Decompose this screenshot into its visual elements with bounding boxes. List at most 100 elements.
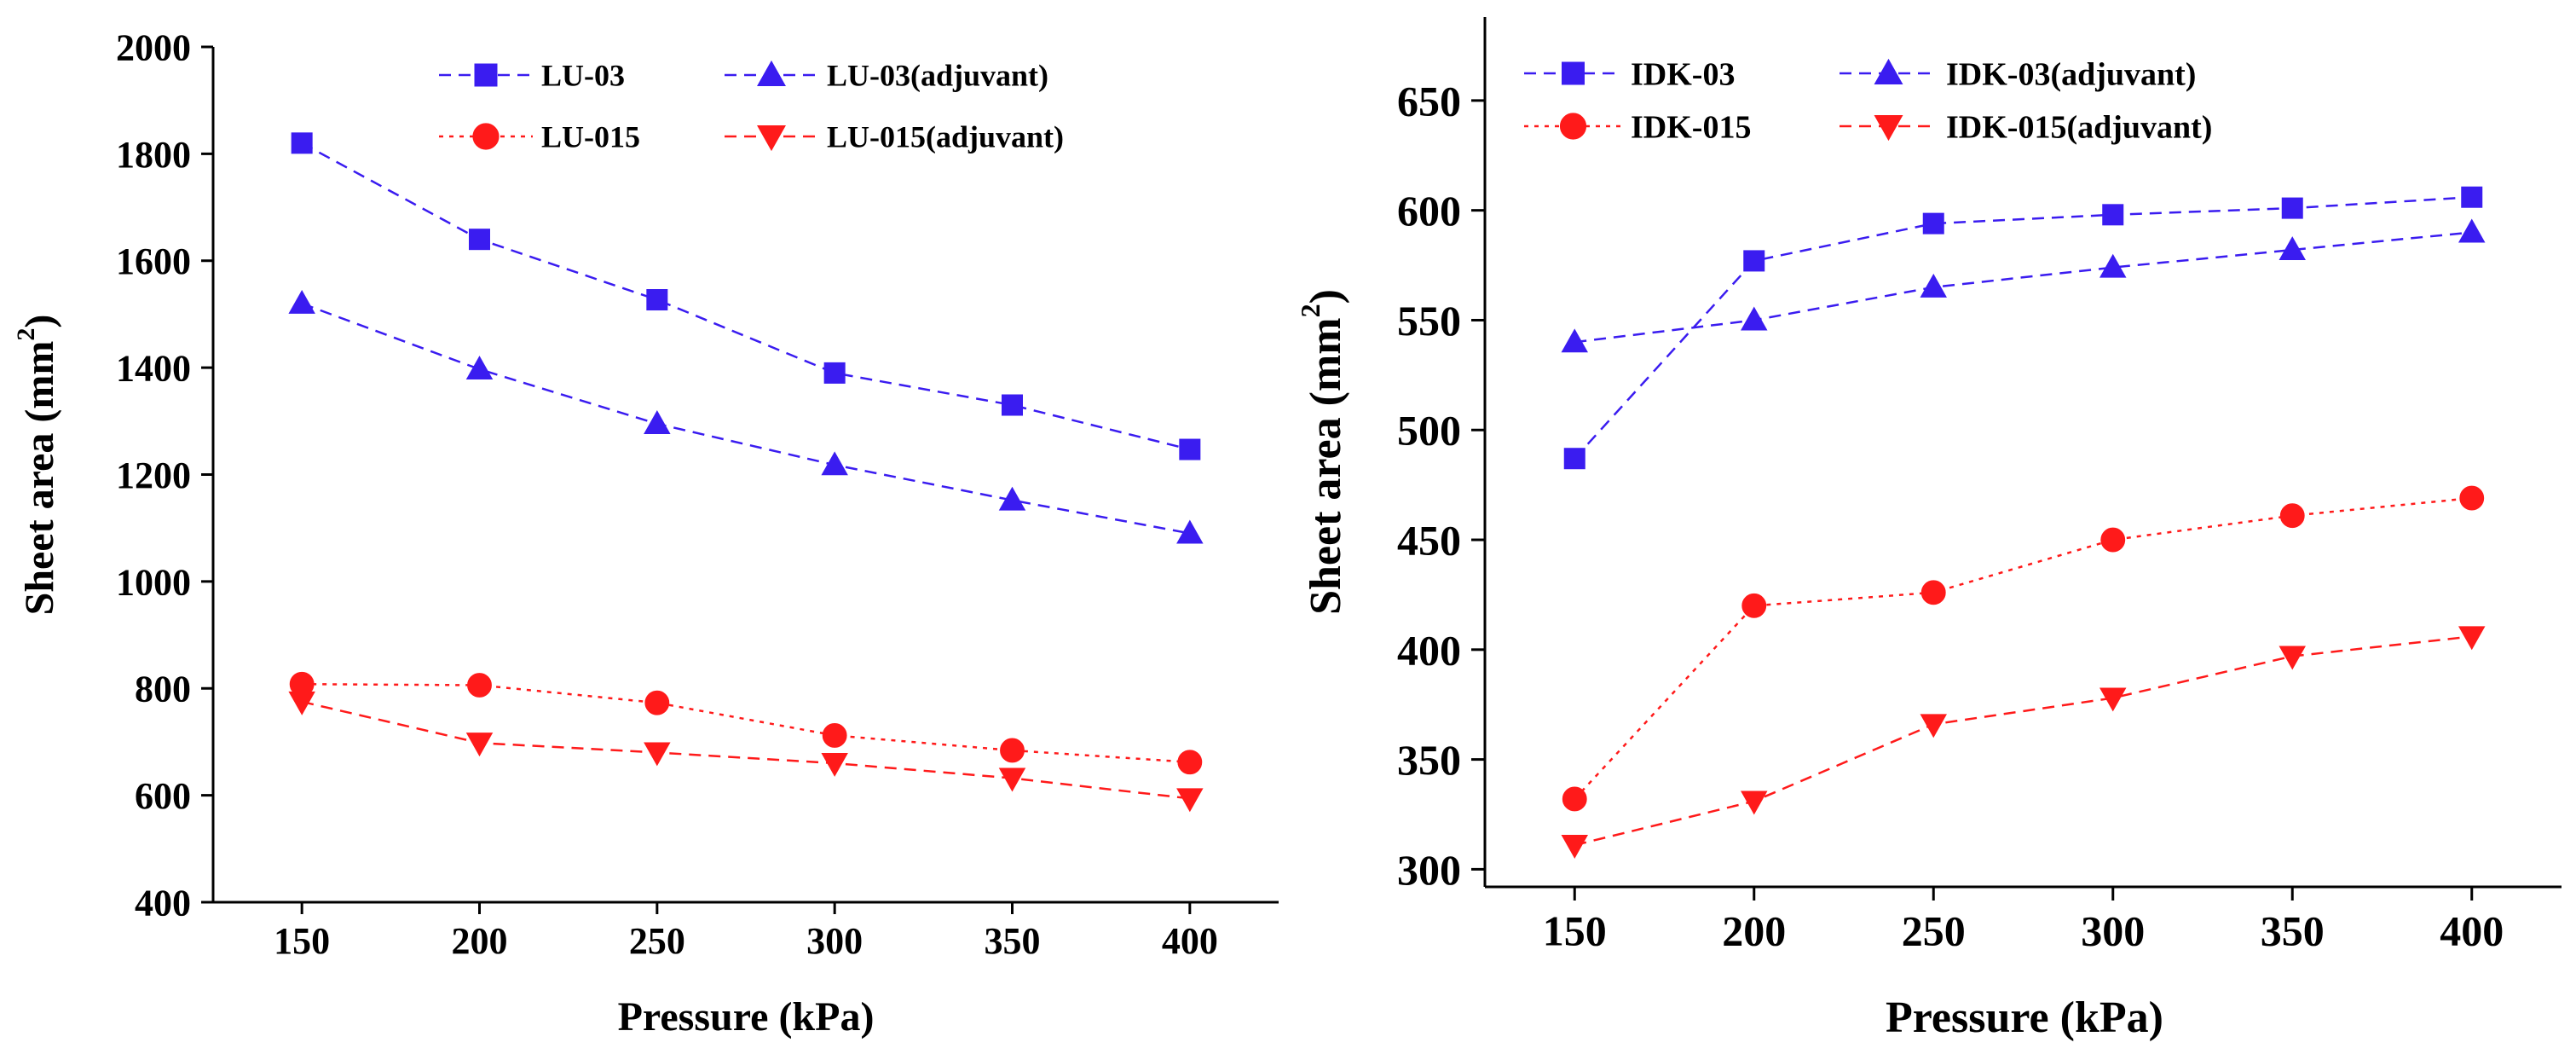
right-data-point <box>2279 646 2306 670</box>
right-x-tick-label: 250 <box>1902 907 1966 955</box>
left-legend-label: LU-03(adjuvant) <box>827 59 1048 93</box>
left-data-point <box>1176 788 1204 813</box>
left-data-point <box>823 362 846 384</box>
left-series-LU-03(adjuvant) <box>288 290 1204 544</box>
left-legend-marker <box>472 123 500 150</box>
right-data-point <box>2458 218 2486 243</box>
right-legend-item: IDK-015 <box>1524 109 1751 145</box>
left-series-LU-015 <box>289 671 1203 775</box>
left-plot-area: 400 600 800 1000 1200 1400 1600 1800 2000 150 200 2… <box>116 26 1279 962</box>
right-legend: IDK-03 IDK-03(adjuvant) IDK-015 IDK-015(adj… <box>1524 56 2212 145</box>
right-data-point <box>1920 714 1947 738</box>
right-y-tick-label: 650 <box>1397 77 1461 125</box>
right-data-point <box>1741 593 1767 618</box>
right-data-point <box>1922 212 1944 235</box>
right-series-line <box>1574 496 2472 800</box>
right-x-tick-label: 350 <box>2261 907 2325 955</box>
right-data-point <box>1561 835 1588 859</box>
left-series-line <box>301 142 1191 451</box>
right-y-tick-label: 400 <box>1397 626 1461 674</box>
right-data-point <box>1741 306 1768 331</box>
right-legend-label: IDK-015 <box>1631 109 1751 145</box>
right-data-point <box>2099 687 2127 712</box>
left-data-point <box>821 451 848 476</box>
right-data-point <box>2281 197 2303 219</box>
right-legend-label: IDK-03 <box>1631 56 1735 92</box>
right-data-point <box>1920 273 1947 298</box>
left-series-line <box>301 302 1191 535</box>
left-data-point <box>821 752 848 777</box>
left-legend-marker <box>474 63 498 87</box>
right-y-tick-label: 500 <box>1397 407 1461 455</box>
right-y-tick-label: 300 <box>1397 846 1461 894</box>
right-data-point <box>1741 790 1768 815</box>
right-data-point <box>2102 204 2124 226</box>
right-chart: 300 350 400 450 500 550 600 650 150 200 250 300 350 4… <box>1295 17 2562 1042</box>
right-legend-item: IDK-03 <box>1524 56 1735 92</box>
left-legend-label: LU-015(adjuvant) <box>827 120 1064 154</box>
right-legend-item: IDK-015(adjuvant) <box>1840 109 2212 145</box>
right-y-axis-label: Sheet area (mm2) <box>1295 289 1350 615</box>
right-legend-item: IDK-03(adjuvant) <box>1840 56 2196 92</box>
right-x-tick-label: 300 <box>2081 907 2145 955</box>
left-legend-label: LU-03 <box>541 59 625 93</box>
left-legend-item: LU-03(adjuvant) <box>725 59 1048 93</box>
right-data-point <box>2459 485 2485 511</box>
right-series-IDK-03(adjuvant) <box>1561 218 2486 353</box>
left-data-point <box>469 229 490 251</box>
right-data-point <box>1562 786 1587 812</box>
left-y-tick-label: 600 <box>135 775 191 817</box>
left-y-tick-label: 1200 <box>116 455 191 496</box>
left-data-point <box>467 673 492 698</box>
left-data-point <box>998 767 1026 792</box>
left-legend: LU-03 LU-03(adjuvant) LU-015 LU-015(adjuvan… <box>439 59 1064 154</box>
left-data-point <box>288 290 315 314</box>
right-x-tick-label: 400 <box>2440 907 2504 955</box>
left-y-tick-label: 800 <box>135 669 191 710</box>
right-x-tick-label: 150 <box>1543 907 1607 955</box>
right-data-point <box>2279 236 2306 261</box>
left-data-point <box>644 410 671 434</box>
right-x-axis-label: Pressure (kPa) <box>1886 993 2163 1042</box>
right-data-point <box>2458 626 2486 651</box>
left-data-point <box>1177 750 1203 775</box>
left-y-tick-label: 1600 <box>116 240 191 282</box>
left-data-point <box>1000 738 1025 763</box>
right-data-point <box>2461 186 2483 208</box>
left-legend-item: LU-015 <box>439 120 640 154</box>
right-series-line <box>1574 635 2472 847</box>
right-data-point <box>1743 250 1765 272</box>
left-x-axis-label: Pressure (kPa) <box>618 994 875 1040</box>
right-plot-area: 300 350 400 450 500 550 600 650 150 200 250 300 350 4… <box>1397 17 2562 955</box>
right-series-IDK-015 <box>1562 485 2485 812</box>
left-series-LU-015(adjuvant) <box>288 691 1204 813</box>
right-data-point <box>2100 527 2126 553</box>
left-legend-label: LU-015 <box>541 120 640 154</box>
left-x-tick-label: 250 <box>629 920 685 962</box>
right-series-IDK-015(adjuvant) <box>1561 626 2486 859</box>
right-y-tick-label: 600 <box>1397 187 1461 235</box>
right-legend-marker <box>1874 115 1903 142</box>
right-y-tick-label: 350 <box>1397 736 1461 784</box>
left-data-point <box>1002 394 1023 416</box>
right-y-tick-label: 550 <box>1397 297 1461 345</box>
left-chart: 400 600 800 1000 1200 1400 1600 1800 2000 150 200 2… <box>12 26 1279 1040</box>
left-series-line <box>301 700 1190 800</box>
left-series-LU-03 <box>291 132 1201 460</box>
left-y-tick-label: 2000 <box>116 26 191 68</box>
right-series-line <box>1574 195 2472 460</box>
left-x-tick-label: 200 <box>452 920 508 962</box>
left-data-point <box>822 722 847 748</box>
right-data-point <box>2279 503 2305 529</box>
left-x-tick-label: 300 <box>806 920 863 962</box>
left-data-point <box>646 289 668 311</box>
left-x-tick-label: 400 <box>1162 920 1218 962</box>
left-legend-marker <box>757 125 786 152</box>
left-data-point <box>288 691 315 715</box>
left-x-tick-label: 350 <box>985 920 1041 962</box>
left-data-point <box>998 486 1026 511</box>
right-legend-marker <box>1874 58 1903 84</box>
left-y-tick-label: 1000 <box>116 561 191 603</box>
left-data-point <box>465 733 494 757</box>
